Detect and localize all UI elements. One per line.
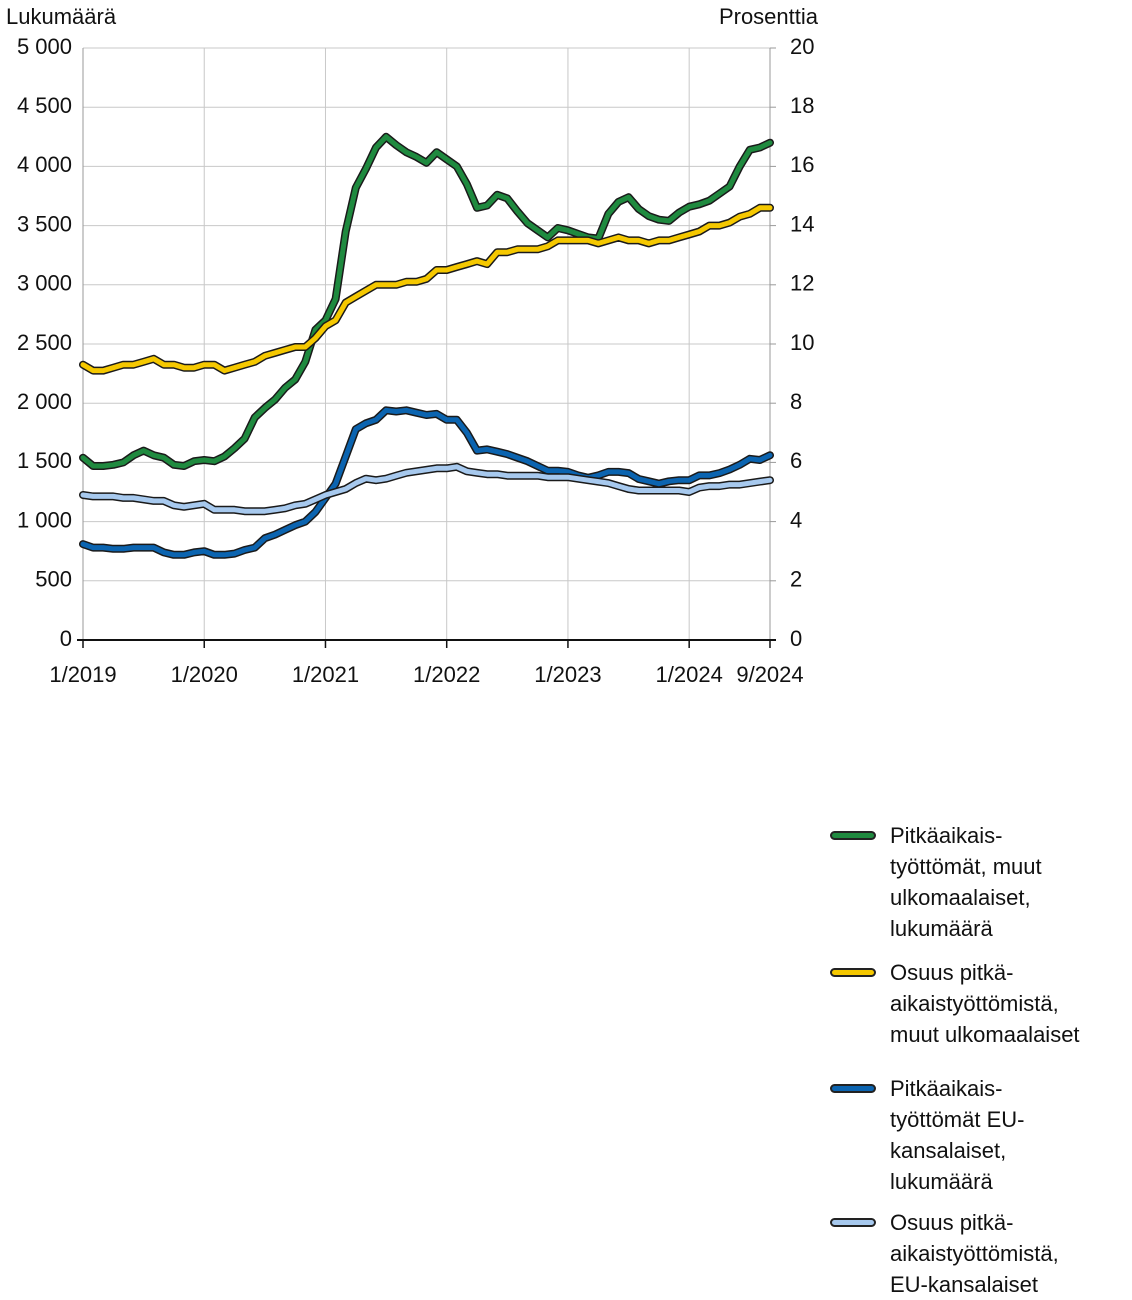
x-tick-label: 1/2019 xyxy=(49,662,116,687)
series-line xyxy=(80,205,773,374)
x-tick-label: 1/2022 xyxy=(413,662,480,687)
y2-tick-label: 20 xyxy=(790,34,814,59)
page: Lukumäärä Prosenttia 0 500 1 000 1 500 2 000… xyxy=(6,4,1080,1297)
legend-swatch xyxy=(830,968,876,977)
y2-tick-label: 6 xyxy=(790,448,802,473)
chart: Lukumäärä Prosenttia 0 500 1 000 1 500 2 000… xyxy=(6,4,819,687)
legend-swatch xyxy=(830,1084,876,1093)
y-tick-label: 4 000 xyxy=(17,152,72,177)
y2-axis-label: Prosenttia xyxy=(719,4,819,29)
legend-label: Pitkäaikais- työttömät, muut ulkomaalais… xyxy=(890,823,1042,941)
y-tick-label: 2 000 xyxy=(17,389,72,414)
legend-label: Osuus pitkä- aikaistyöttömistä, muut ulk… xyxy=(890,960,1080,1047)
legend-swatch xyxy=(830,831,876,840)
y-tick-label: 3 000 xyxy=(17,271,72,296)
x-tick-label: 1/2023 xyxy=(534,662,601,687)
y-tick-label: 500 xyxy=(35,567,72,592)
y2-tick-label: 4 xyxy=(790,507,802,532)
legend-label: Pitkäaikais- työttömät EU- kansalaiset, … xyxy=(890,1076,1025,1194)
y2-tick-label: 2 xyxy=(790,567,802,592)
x-tick-label: 1/2024 xyxy=(656,662,723,687)
y2-tick-label: 12 xyxy=(790,271,814,296)
y2-tick-label: 14 xyxy=(790,211,814,236)
series-line xyxy=(80,134,773,469)
y2-tick-label: 10 xyxy=(790,330,814,355)
x-tick-label: 1/2021 xyxy=(292,662,359,687)
y-tick-label: 0 xyxy=(60,626,72,651)
series-line xyxy=(80,407,773,558)
x-tick-label: 1/2020 xyxy=(171,662,238,687)
y-tick-label: 3 500 xyxy=(17,211,72,236)
y-tick-label: 2 500 xyxy=(17,330,72,355)
y-tick-label: 1 500 xyxy=(17,448,72,473)
y2-tick-label: 18 xyxy=(790,93,814,118)
y-axis-label: Lukumäärä xyxy=(6,4,117,29)
y-tick-label: 4 500 xyxy=(17,93,72,118)
legend-swatch xyxy=(830,1218,876,1227)
y2-tick-label: 8 xyxy=(790,389,802,414)
series-line-outline xyxy=(79,203,774,375)
y2-tick-label: 0 xyxy=(790,626,802,651)
legend-label: Osuus pitkä- aikaistyöttömistä, EU-kansa… xyxy=(890,1210,1059,1297)
y2-tick-label: 16 xyxy=(790,152,814,177)
y-tick-label: 1 000 xyxy=(17,507,72,532)
y-tick-label: 5 000 xyxy=(17,34,72,59)
series-line xyxy=(80,464,773,514)
x-tick-label: 9/2024 xyxy=(736,662,803,687)
